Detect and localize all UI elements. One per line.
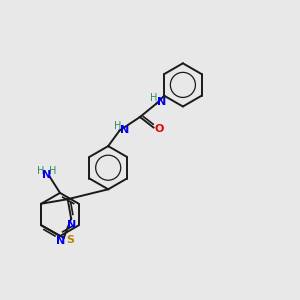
Text: H: H xyxy=(38,166,45,176)
Text: N: N xyxy=(157,97,167,107)
Text: H: H xyxy=(150,93,158,103)
Text: N: N xyxy=(120,125,130,135)
Text: N: N xyxy=(68,220,77,230)
Text: O: O xyxy=(155,124,164,134)
Text: H: H xyxy=(50,166,57,176)
Text: H: H xyxy=(113,121,121,131)
Text: S: S xyxy=(66,235,74,245)
Text: N: N xyxy=(43,170,52,180)
Text: N: N xyxy=(56,236,65,247)
